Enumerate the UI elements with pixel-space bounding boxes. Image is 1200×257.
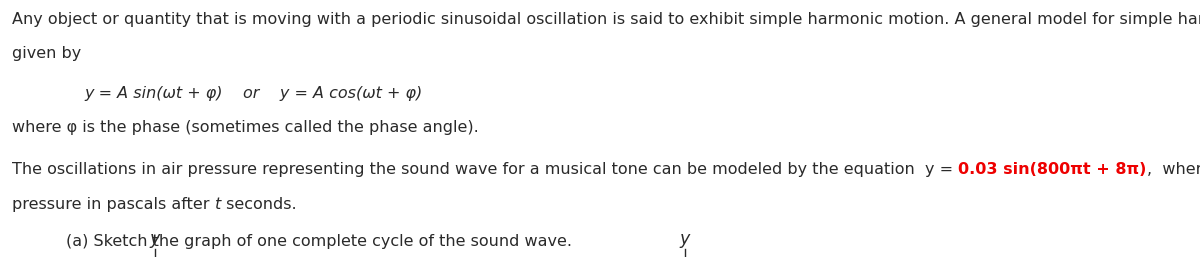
Text: y = A sin(ωt + φ)    or    y = A cos(ωt + φ): y = A sin(ωt + φ) or y = A cos(ωt + φ) bbox=[84, 86, 422, 101]
Text: y: y bbox=[680, 230, 690, 248]
Text: y: y bbox=[150, 230, 160, 248]
Text: where φ is the phase (sometimes called the phase angle).: where φ is the phase (sometimes called t… bbox=[12, 120, 479, 134]
Text: seconds.: seconds. bbox=[221, 197, 296, 212]
Text: (a) Sketch the graph of one complete cycle of the sound wave.: (a) Sketch the graph of one complete cyc… bbox=[66, 234, 572, 249]
Text: The oscillations in air pressure representing the sound wave for a musical tone : The oscillations in air pressure represe… bbox=[12, 162, 959, 177]
Text: given by: given by bbox=[12, 46, 82, 61]
Text: Any object or quantity that is moving with a periodic sinusoidal oscillation is : Any object or quantity that is moving wi… bbox=[12, 12, 1200, 26]
Text: t: t bbox=[215, 197, 221, 212]
Text: ,  where y is the sound: , where y is the sound bbox=[1147, 162, 1200, 177]
Text: pressure in pascals after: pressure in pascals after bbox=[12, 197, 215, 212]
Text: 0.03 sin(800πt + 8π): 0.03 sin(800πt + 8π) bbox=[959, 162, 1147, 177]
